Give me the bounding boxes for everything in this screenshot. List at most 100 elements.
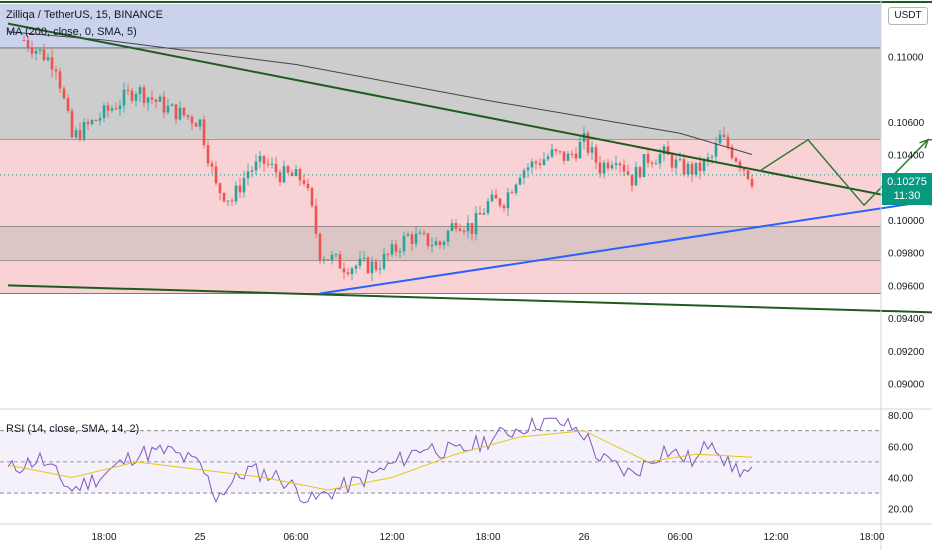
drawing-lines xyxy=(0,22,932,318)
candle-body xyxy=(26,40,30,48)
candle-body xyxy=(422,232,426,234)
candle-body xyxy=(730,146,734,158)
time-tick-label: 18:00 xyxy=(475,532,500,543)
candle-body xyxy=(694,162,698,175)
candle-body xyxy=(114,108,118,110)
candle-body xyxy=(726,137,730,147)
candle-body xyxy=(46,57,50,61)
candle-body xyxy=(502,205,506,209)
candle-body xyxy=(346,272,350,275)
candle-body xyxy=(366,257,370,274)
candle-body xyxy=(250,170,254,172)
ma-indicator-label[interactable]: MA (200, close, 0, SMA, 5) xyxy=(6,26,137,38)
candle-body xyxy=(330,254,334,261)
rsi-pane: 80.00 60.00 40.00 20.00 xyxy=(0,411,913,516)
candle-body xyxy=(186,115,190,118)
candle-body xyxy=(134,94,138,101)
candle-body xyxy=(30,47,34,54)
rsi-tick-label: 20.00 xyxy=(888,505,913,516)
candle-body xyxy=(166,105,170,113)
candle-body xyxy=(194,123,198,127)
candle-body xyxy=(386,253,390,255)
candle-body xyxy=(362,257,366,259)
candle-body xyxy=(146,97,150,103)
candle-body xyxy=(142,87,146,103)
candle-body xyxy=(558,151,562,153)
candle-body xyxy=(378,268,382,270)
currency-badge[interactable]: USDT xyxy=(888,7,928,25)
candle-body xyxy=(622,165,626,172)
candle-body xyxy=(450,223,454,231)
candle-body xyxy=(666,146,670,155)
time-tick-label: 12:00 xyxy=(763,532,788,543)
zone-resistance-grey xyxy=(0,48,881,140)
candle-body xyxy=(118,105,122,110)
candle-body xyxy=(90,120,94,125)
candle-body xyxy=(98,118,102,121)
candle-body xyxy=(338,254,342,269)
candle-body xyxy=(514,184,518,193)
candle-body xyxy=(722,134,726,138)
candle-body xyxy=(278,172,282,183)
lower-trendline[interactable] xyxy=(7,284,932,318)
candle-body xyxy=(62,88,66,99)
candle-body xyxy=(614,163,618,166)
candle-body xyxy=(342,268,346,273)
candle-body xyxy=(174,104,178,120)
candle-body xyxy=(586,133,590,153)
candle-body xyxy=(734,157,738,162)
candle-body xyxy=(470,222,474,235)
candle-body xyxy=(258,155,262,162)
rsi-band xyxy=(0,430,881,494)
candle-body xyxy=(742,168,746,171)
candle-body xyxy=(582,133,586,142)
candle-body xyxy=(310,188,314,206)
rsi-indicator-label[interactable]: RSI (14, close, SMA, 14, 2) xyxy=(6,423,140,435)
price-tick-label: 0.11000 xyxy=(888,52,924,63)
candle-body xyxy=(714,143,718,157)
candle-body xyxy=(418,232,422,234)
candle-body xyxy=(662,146,666,155)
candle-body xyxy=(642,154,646,178)
candle-body xyxy=(414,233,418,244)
candle-body xyxy=(482,213,486,215)
candle-body xyxy=(270,163,274,165)
zone-upper xyxy=(0,4,881,49)
projection-path[interactable] xyxy=(759,48,932,207)
candle-body xyxy=(178,107,182,120)
candle-body xyxy=(518,177,522,185)
candle-body xyxy=(682,159,686,175)
rsi-tick-label: 40.00 xyxy=(888,473,913,484)
candle-body xyxy=(54,69,58,72)
candle-body xyxy=(598,162,602,174)
candle-body xyxy=(606,162,610,169)
candle-body xyxy=(534,161,538,164)
candle-body xyxy=(458,228,462,231)
candle-body xyxy=(58,71,62,89)
candle-body xyxy=(42,49,46,61)
candle-body xyxy=(358,258,362,266)
candle-body xyxy=(490,194,494,202)
candle-body xyxy=(634,167,638,186)
candle-body xyxy=(78,130,82,140)
candle-body xyxy=(282,166,286,183)
descending-trendline[interactable] xyxy=(7,22,932,243)
time-tick-label: 26 xyxy=(578,532,590,543)
rsi-line xyxy=(7,416,753,504)
rsi-tick-label: 80.00 xyxy=(888,411,913,422)
candle-body xyxy=(50,57,54,70)
candle-body xyxy=(466,222,470,232)
candle-body xyxy=(426,233,430,246)
candle-body xyxy=(462,230,466,232)
candle-body xyxy=(538,163,542,166)
ascending-support-line[interactable] xyxy=(319,171,932,295)
candle-body xyxy=(542,159,546,166)
candle-body xyxy=(530,161,534,168)
time-tick-label: 06:00 xyxy=(667,532,692,543)
candle-body xyxy=(522,170,526,178)
time-tick-label: 06:00 xyxy=(283,532,308,543)
candle-body xyxy=(646,154,650,163)
candle-body xyxy=(350,268,354,275)
candle-body xyxy=(370,261,374,274)
